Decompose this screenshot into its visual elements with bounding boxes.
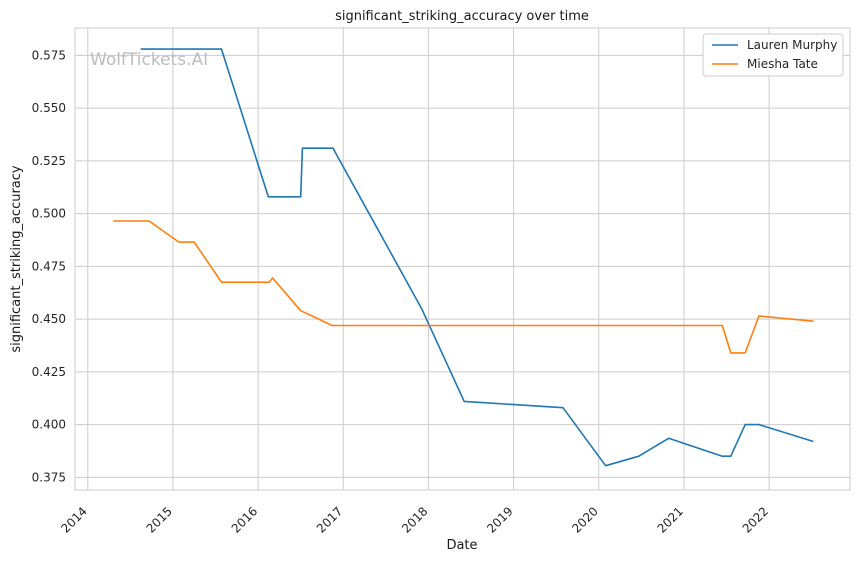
series-lines [113, 48, 814, 467]
watermark-text: WolfTickets.AI [90, 50, 208, 70]
x-tick-label: 2018 [399, 504, 430, 535]
legend-label-lauren-murphy: Lauren Murphy [747, 38, 837, 52]
series-line-lauren-murphy [140, 48, 814, 467]
y-tick-label: 0.575 [32, 48, 66, 62]
y-tick-label: 0.450 [32, 312, 66, 326]
y-axis-label: significant_striking_accuracy [9, 165, 24, 353]
x-tick-label: 2020 [569, 504, 600, 535]
x-tick-label: 2015 [144, 504, 175, 535]
chart-title: significant_striking_accuracy over time [335, 9, 589, 24]
grid-lines [75, 28, 850, 490]
y-tick-label: 0.550 [32, 101, 66, 115]
legend-label-miesha-tate: Miesha Tate [747, 57, 818, 71]
plot-frame [74, 27, 851, 491]
x-tick-label: 2014 [58, 504, 89, 535]
x-tick-label: 2017 [314, 504, 345, 535]
x-tick-label: 2021 [655, 504, 686, 535]
y-tick-label: 0.375 [32, 470, 66, 484]
y-tick-label: 0.475 [32, 259, 66, 273]
x-tick-label: 2019 [484, 504, 515, 535]
x-tick-label: 2016 [229, 504, 260, 535]
axis-ticks: 0.375 0.400 0.425 0.450 0.475 0.500 0.525 0.550… [32, 48, 772, 535]
y-tick-label: 0.425 [32, 365, 66, 379]
x-tick-label: 2022 [740, 504, 771, 535]
y-tick-label: 0.500 [32, 207, 66, 221]
y-tick-label: 0.525 [32, 154, 66, 168]
series-line-miesha-tate [113, 220, 814, 354]
legend: Lauren Murphy Miesha Tate [702, 33, 844, 77]
y-tick-label: 0.400 [32, 418, 66, 432]
x-axis-label: Date [446, 538, 477, 553]
